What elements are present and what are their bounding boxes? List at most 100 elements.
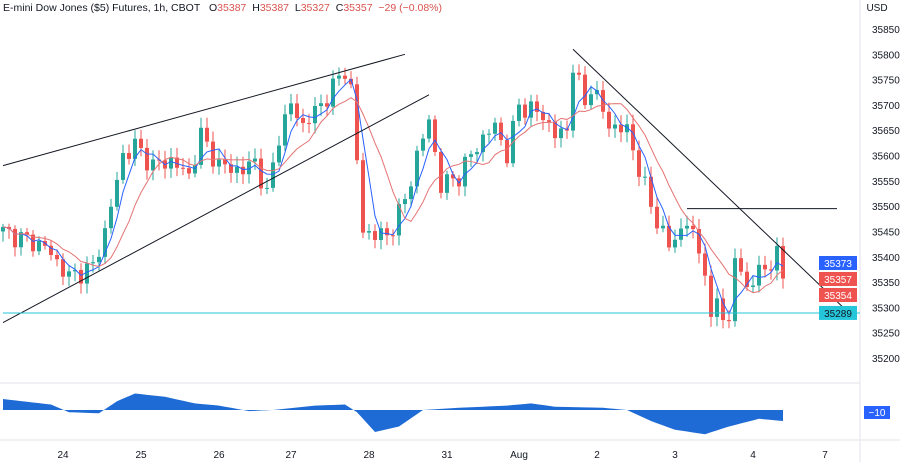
candle-body <box>757 264 761 286</box>
candle-body <box>667 225 671 248</box>
candle-body <box>631 124 635 151</box>
candle-body <box>739 258 743 272</box>
candle-body <box>115 179 119 207</box>
low-label: L <box>294 2 301 14</box>
y-tick-label: 35800 <box>872 50 900 61</box>
candle-body <box>271 162 275 188</box>
x-tick-label: 25 <box>135 450 147 461</box>
y-tick-label: 35700 <box>872 101 900 112</box>
candle-body <box>427 119 431 139</box>
y-tick-label: 35550 <box>872 177 900 188</box>
candle-body <box>547 120 551 122</box>
open-label: O <box>209 2 218 14</box>
candle-body <box>169 157 173 169</box>
candle-body <box>403 199 407 205</box>
price-label-bg <box>819 256 857 270</box>
candle-body <box>259 158 263 189</box>
candle-body <box>493 122 497 134</box>
descending-line <box>572 48 850 314</box>
candle-body <box>181 167 185 169</box>
change-value: −29 (−0.08%) <box>378 2 443 14</box>
candle-body <box>541 111 545 121</box>
candle-body <box>139 138 143 148</box>
candle-body <box>733 258 737 322</box>
candle-body <box>355 84 359 161</box>
y-tick-label: 35350 <box>872 278 900 289</box>
candle-body <box>361 160 365 233</box>
price-label-35354: 35354 <box>819 288 857 302</box>
candle-body <box>307 122 311 124</box>
candle-body <box>73 269 77 272</box>
candle-body <box>37 241 41 252</box>
y-tick-label: 35200 <box>872 354 900 365</box>
candle-body <box>205 127 209 142</box>
candle-body <box>523 104 527 118</box>
candle-body <box>679 228 683 240</box>
candle-body <box>55 254 59 260</box>
candle-body <box>595 90 599 95</box>
price-label-text: 35289 <box>824 309 852 320</box>
candle-body <box>301 118 305 123</box>
price-label-35373: 35373 <box>819 256 857 270</box>
candle-body <box>283 114 287 146</box>
candle-body <box>745 271 749 287</box>
candle-body <box>589 94 593 106</box>
x-tick-label: 7 <box>822 450 828 461</box>
y-tick-label: 35400 <box>872 253 900 264</box>
candle-body <box>691 225 695 230</box>
upper-channel-line <box>2 53 406 167</box>
candle-body <box>223 159 227 165</box>
candle-body <box>703 253 707 276</box>
candle-body <box>397 204 401 236</box>
y-tick-label: 35650 <box>872 126 900 137</box>
y-tick-label: 35600 <box>872 152 900 163</box>
candle-body <box>571 72 575 131</box>
price-label-bg <box>819 272 857 286</box>
candle-body <box>481 134 485 153</box>
candle-body <box>127 153 131 159</box>
oscillator-area <box>3 393 783 435</box>
price-label-bg <box>819 288 857 302</box>
candle-body <box>91 262 95 264</box>
candle-body <box>19 232 23 248</box>
high-label: H <box>252 2 260 14</box>
candle-body <box>391 235 395 237</box>
close-value: 35357 <box>343 2 373 14</box>
x-tick-label: 26 <box>213 450 225 461</box>
y-tick-label: 35300 <box>872 303 900 314</box>
candle-body <box>769 269 773 271</box>
candle-body <box>763 264 767 270</box>
x-tick-label: 28 <box>363 450 375 461</box>
x-tick-label: 4 <box>750 450 756 461</box>
candle-body <box>559 128 563 139</box>
candle-body <box>433 119 437 152</box>
candle-body <box>385 228 389 236</box>
candle-body <box>235 166 239 173</box>
candle-body <box>319 103 323 106</box>
oscillator-value-label: −10 <box>864 406 890 419</box>
high-value: 35387 <box>259 2 290 14</box>
candle-body <box>199 127 203 165</box>
candle-body <box>265 187 269 189</box>
x-tick-label: 24 <box>57 450 69 461</box>
candle-body <box>379 228 383 240</box>
candle-body <box>715 298 719 317</box>
chart-legend: E-mini Dow Jones ($5) Futures, 1h, CBOT … <box>3 2 442 14</box>
candle-body <box>133 138 137 159</box>
candle-body <box>637 150 641 177</box>
y-tick-label: 35750 <box>872 76 900 87</box>
candle-body <box>97 256 101 263</box>
candle-body <box>145 147 149 171</box>
candle-body <box>661 225 665 229</box>
candle-body <box>553 121 557 139</box>
candle-body <box>451 174 455 179</box>
candle-body <box>463 156 467 187</box>
y-tick-label: 35850 <box>872 25 900 36</box>
candle-body <box>475 152 479 155</box>
candle-body <box>421 138 425 151</box>
candle-body <box>193 164 197 174</box>
candle-body <box>625 124 629 133</box>
candle-body <box>469 154 473 157</box>
